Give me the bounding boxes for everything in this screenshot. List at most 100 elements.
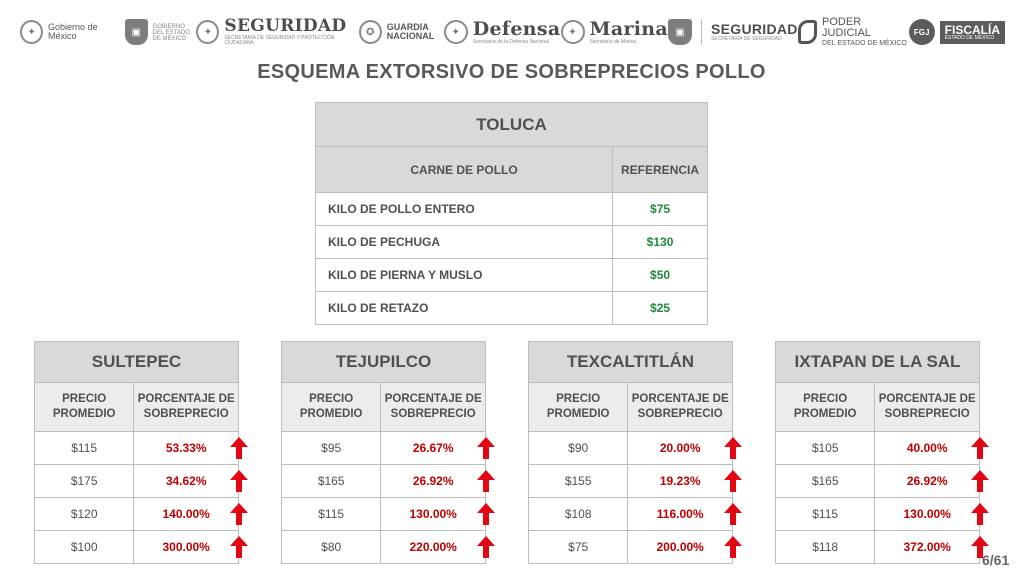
table-row: KILO DE PIERNA Y MUSLO $50 — [314, 258, 708, 292]
logo-gobierno-edomex-text: GOBIERNO DEL ESTADO DE MÉXICO — [152, 23, 190, 42]
reference-price-cell: $130 — [612, 225, 708, 259]
table-row: $75 200.00% — [527, 530, 733, 564]
logo-seguridad-text: SEGURIDAD — [224, 16, 347, 36]
logo-seguridad-edomex-text: SEGURIDAD — [711, 21, 798, 37]
municipality-title: IXTAPAN DE LA SAL — [775, 341, 980, 383]
toluca-title: TOLUCA — [315, 102, 708, 147]
avg-price-cell: $115 — [774, 497, 876, 531]
table-row: $165 26.92% — [774, 464, 980, 498]
reference-price-cell: $75 — [612, 192, 708, 226]
logo-defensa-sub: Secretaría de la Defensa Nacional — [472, 38, 549, 45]
table-row: $115 53.33% — [33, 431, 239, 465]
logo-gobierno-mexico-text: Gobierno de México — [48, 21, 98, 41]
logo-gobierno-edomex: ▣ GOBIERNO DEL ESTADO DE MÉXICO — [124, 19, 197, 45]
column-header-product: CARNE DE POLLO — [314, 146, 614, 193]
logo-seguridad-sub: SECRETARÍA DE SEGURIDAD Y PROTECCIÓN CIU… — [224, 35, 335, 46]
table-row: $95 26.67% — [280, 431, 486, 465]
avg-price-cell: $80 — [280, 530, 382, 564]
logo-divider — [701, 19, 702, 45]
logo-fiscalia: FGJ FISCALÍA ESTADO DE MÉXICO — [908, 19, 1005, 45]
avg-price-cell: $165 — [280, 464, 382, 498]
up-arrow-icon — [229, 437, 248, 459]
overprice-cell: 130.00% — [380, 497, 486, 531]
table-row: $100 300.00% — [33, 530, 239, 564]
municipality-table-sultepec: SULTEPEC PRECIO PROMEDIO PORCENTAJE DE S… — [33, 341, 239, 564]
overprice-cell: 26.92% — [380, 464, 486, 498]
avg-price-cell: $115 — [280, 497, 382, 531]
municipality-table-ixtapan: IXTAPAN DE LA SAL PRECIO PROMEDIO PORCEN… — [774, 341, 980, 564]
product-cell: KILO DE POLLO ENTERO — [314, 192, 614, 226]
up-arrow-icon — [723, 503, 742, 525]
logo-marina-sub: Secretaría de Marina — [589, 38, 637, 45]
table-row: $108 116.00% — [527, 497, 733, 531]
toluca-reference-table: TOLUCA CARNE DE POLLO REFERENCIA KILO DE… — [314, 102, 708, 325]
avg-price-cell: $75 — [527, 530, 629, 564]
avg-price-cell: $100 — [33, 530, 135, 564]
table-row: $90 20.00% — [527, 431, 733, 465]
logo-marina: ✦ Marina Secretaría de Marina — [560, 17, 669, 45]
fiscalia-box: FISCALÍA ESTADO DE MÉXICO — [939, 20, 1005, 44]
toluca-header-row: TOLUCA — [315, 102, 708, 147]
poder-judicial-icon — [797, 20, 818, 44]
table-row: KILO DE RETAZO $25 — [314, 291, 708, 325]
page-title: ESQUEMA EXTORSIVO DE SOBREPRECIOS POLLO — [257, 61, 766, 83]
logo-marina-text: Marina — [589, 17, 668, 40]
logo-poder-judicial-sub: DEL ESTADO DE MÉXICO — [822, 39, 907, 47]
up-arrow-icon — [970, 437, 989, 459]
overprice-cell: 220.00% — [380, 530, 486, 564]
column-header-avg-price: PRECIO PROMEDIO — [774, 382, 876, 432]
table-row: $175 34.62% — [33, 464, 239, 498]
avg-price-cell: $175 — [33, 464, 135, 498]
up-arrow-icon — [476, 503, 495, 525]
municipality-title: TEXCALTITLÁN — [528, 341, 733, 383]
up-arrow-icon — [476, 536, 495, 558]
up-arrow-icon — [229, 536, 248, 558]
table-row: $115 130.00% — [280, 497, 486, 531]
logo-poder-judicial: PODER JUDICIAL DEL ESTADO DE MÉXICO — [797, 15, 909, 47]
national-seal-icon: ✦ — [560, 20, 585, 44]
overprice-cell: 300.00% — [133, 530, 239, 564]
up-arrow-icon — [970, 503, 989, 525]
edomex-emblem-icon: ▣ — [668, 19, 692, 45]
table-row: $120 140.00% — [33, 497, 239, 531]
national-seal-icon: ✦ — [20, 20, 44, 44]
table-row: $118 372.00% — [774, 530, 980, 564]
avg-price-cell: $120 — [33, 497, 135, 531]
logo-seguridad-edomex-sub: SECRETARÍA DE SEGURIDAD — [711, 36, 782, 42]
table-row: $105 40.00% — [774, 431, 980, 465]
national-seal-icon: ✦ — [196, 20, 220, 44]
municipality-table-texcaltitlan: TEXCALTITLÁN PRECIO PROMEDIO PORCENTAJE … — [527, 341, 733, 564]
overprice-cell: 20.00% — [627, 431, 733, 465]
logo-poder-judicial-text: PODER JUDICIAL — [822, 15, 871, 40]
avg-price-cell: $105 — [774, 431, 876, 465]
column-header-overprice: PORCENTAJE DE SOBREPRECIO — [380, 382, 486, 432]
avg-price-cell: $115 — [33, 431, 135, 465]
avg-price-cell: $108 — [527, 497, 629, 531]
column-header-avg-price: PRECIO PROMEDIO — [280, 382, 382, 432]
avg-price-cell: $165 — [774, 464, 876, 498]
table-row: $155 19.23% — [527, 464, 733, 498]
logo-seguridad: ✦ SEGURIDAD SECRETARÍA DE SEGURIDAD Y PR… — [196, 18, 358, 46]
overprice-cell: 26.67% — [380, 431, 486, 465]
up-arrow-icon — [229, 470, 248, 492]
up-arrow-icon — [723, 470, 742, 492]
reference-price-cell: $50 — [612, 258, 708, 292]
overprice-cell: 200.00% — [627, 530, 733, 564]
product-cell: KILO DE RETAZO — [314, 291, 614, 325]
up-arrow-icon — [229, 503, 248, 525]
up-arrow-icon — [970, 536, 989, 558]
fgj-badge: FGJ — [908, 19, 935, 45]
table-row: $115 130.00% — [774, 497, 980, 531]
column-header-overprice: PORCENTAJE DE SOBREPRECIO — [874, 382, 980, 432]
table-row: KILO DE POLLO ENTERO $75 — [314, 192, 708, 226]
logo-fiscalia-text: FISCALÍA — [944, 22, 1000, 37]
page-number: 6/61 — [982, 552, 1010, 568]
up-arrow-icon — [723, 437, 742, 459]
overprice-cell: 26.92% — [874, 464, 980, 498]
overprice-cell: 19.23% — [627, 464, 733, 498]
municipality-table-tejupilco: TEJUPILCO PRECIO PROMEDIO PORCENTAJE DE … — [280, 341, 486, 564]
column-header-avg-price: PRECIO PROMEDIO — [33, 382, 135, 432]
overprice-cell: 116.00% — [627, 497, 733, 531]
logo-guardia-nacional: ✪ GUARDIA NACIONAL — [358, 20, 444, 44]
up-arrow-icon — [476, 470, 495, 492]
